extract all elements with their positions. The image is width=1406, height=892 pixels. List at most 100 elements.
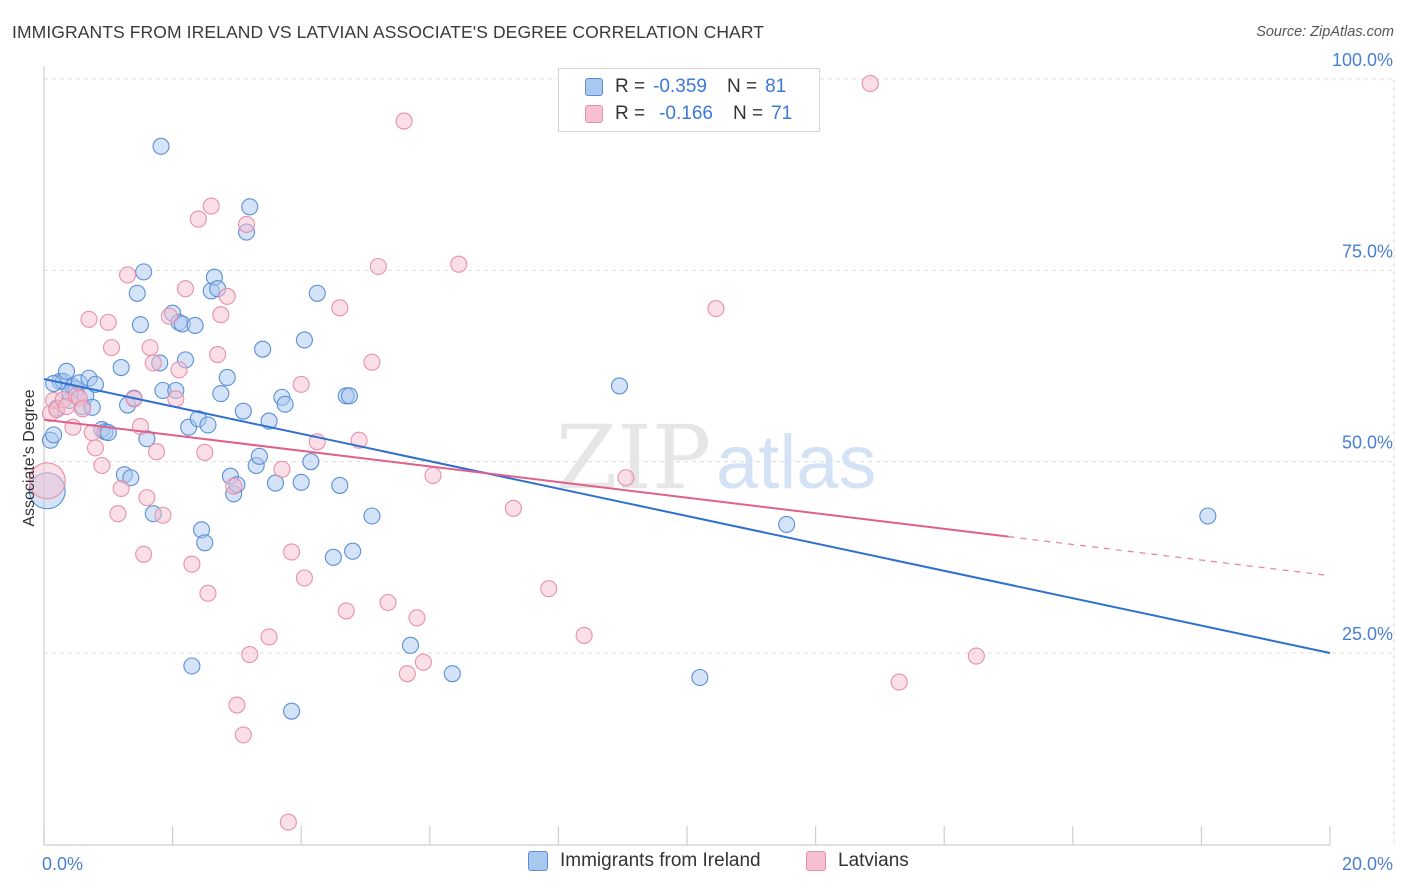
- latvians-point: [408, 609, 426, 627]
- legend-swatch-ireland: [528, 851, 548, 871]
- ireland-point: [128, 284, 146, 302]
- latvians-point: [74, 400, 92, 418]
- x-tick-label: 20.0%: [1342, 854, 1393, 874]
- correlation-legend: R = -0.359 N = 81 R = -0.166 N = 71: [558, 68, 820, 132]
- latvians-point: [414, 653, 432, 671]
- ireland-point: [45, 426, 63, 444]
- x-tick-label: 0.0%: [42, 854, 83, 874]
- watermark: ZIP atlas: [556, 406, 877, 509]
- latvians-point: [218, 287, 236, 305]
- legend-n-value-latvians: 71: [771, 103, 793, 124]
- ireland-point: [45, 375, 63, 393]
- ireland-point: [295, 331, 313, 349]
- latvians-point: [398, 665, 416, 683]
- y-tick-label: 25.0%: [1342, 624, 1393, 644]
- legend-label-latvians: Latvians: [838, 850, 909, 871]
- ireland-point: [778, 515, 796, 533]
- ireland-point: [443, 665, 461, 683]
- legend-r-label: R =: [615, 76, 646, 97]
- latvians-point: [395, 112, 413, 130]
- ireland-point: [324, 548, 342, 566]
- ireland-point: [135, 263, 153, 281]
- latvians-point: [424, 466, 442, 484]
- latvians-point: [363, 353, 381, 371]
- latvians-point: [279, 813, 297, 831]
- latvians-point: [295, 569, 313, 587]
- series-latvians-points: [28, 75, 985, 831]
- legend-swatch-latvians: [585, 105, 603, 123]
- latvians-point: [119, 266, 137, 284]
- legend-label-ireland: Immigrants from Ireland: [560, 850, 761, 871]
- ireland-point: [610, 377, 629, 395]
- latvians-point: [80, 310, 98, 328]
- legend-item-latvians[interactable]: Latvians: [806, 850, 909, 872]
- legend-r-label: R =: [615, 103, 646, 124]
- ireland-point: [283, 702, 301, 720]
- latvians-point: [28, 462, 66, 500]
- latvians-point: [260, 628, 278, 646]
- ireland-point: [276, 395, 294, 413]
- ireland-point: [186, 316, 204, 334]
- latvians-point: [234, 726, 252, 744]
- axes: [43, 66, 1331, 846]
- y-tick-label: 100.0%: [1332, 50, 1393, 70]
- latvians-point: [369, 257, 387, 276]
- latvians-point: [112, 479, 130, 498]
- legend-item-ireland[interactable]: Immigrants from Ireland: [528, 850, 761, 872]
- ireland-point: [241, 198, 259, 216]
- latvians-point: [189, 210, 207, 228]
- legend-n-value-ireland: 81: [765, 76, 787, 97]
- latvians-point: [170, 361, 188, 379]
- ireland-point: [199, 416, 217, 434]
- legend-r-value-latvians: -0.166: [659, 103, 713, 124]
- ireland-point: [344, 542, 362, 560]
- latvians-point: [350, 431, 368, 449]
- latvians-point: [967, 647, 985, 665]
- ireland-point: [292, 473, 310, 491]
- latvians-point: [167, 390, 185, 408]
- ireland-point: [250, 447, 268, 465]
- legend-r-value-ireland: -0.359: [653, 76, 707, 97]
- ireland-point: [266, 474, 285, 492]
- latvians-point: [199, 584, 217, 602]
- latvians-point: [144, 354, 162, 372]
- trend-line-latvians: [43, 418, 1009, 538]
- ireland-point: [363, 507, 381, 525]
- latvians-point: [337, 602, 355, 620]
- latvians-point: [99, 313, 117, 331]
- latvians-point: [212, 306, 230, 324]
- latvians-point: [225, 477, 243, 495]
- trend-line-ireland: [43, 378, 1331, 654]
- y-tick-label: 75.0%: [1342, 241, 1393, 261]
- latvians-point: [890, 673, 908, 691]
- latvians-point: [176, 280, 195, 298]
- latvians-point: [93, 456, 111, 475]
- chart-title: IMMIGRANTS FROM IRELAND VS LATVIAN ASSOC…: [12, 22, 765, 42]
- latvians-point: [209, 345, 227, 364]
- latvians-point: [707, 300, 725, 318]
- latvians-point: [138, 489, 156, 507]
- latvians-point: [273, 460, 291, 478]
- latvians-point: [450, 255, 468, 273]
- ireland-point: [212, 385, 230, 403]
- latvians-point: [141, 339, 159, 357]
- latvians-point: [183, 555, 201, 573]
- ireland-point: [218, 368, 236, 387]
- latvians-point: [331, 299, 349, 317]
- latvians-point: [283, 543, 301, 561]
- ireland-point: [57, 362, 76, 380]
- legend-n-label: N =: [726, 76, 758, 97]
- ireland-point: [152, 137, 170, 155]
- latvians-point: [135, 545, 153, 563]
- latvians-point: [540, 580, 558, 598]
- legend-swatch-ireland: [585, 78, 603, 96]
- ireland-point: [196, 534, 214, 552]
- ireland-point: [308, 284, 326, 302]
- series-legend: Immigrants from Ireland Latvians: [0, 850, 1406, 880]
- tick-labels: 25.0% 50.0% 75.0% 100.0% 0.0% 20.0%: [42, 50, 1393, 874]
- latvians-point: [86, 439, 104, 457]
- chart-source: Source: ZipAtlas.com: [1256, 24, 1394, 40]
- legend-swatch-latvians: [806, 851, 826, 871]
- latvians-point: [196, 443, 214, 462]
- latvians-point: [160, 307, 178, 325]
